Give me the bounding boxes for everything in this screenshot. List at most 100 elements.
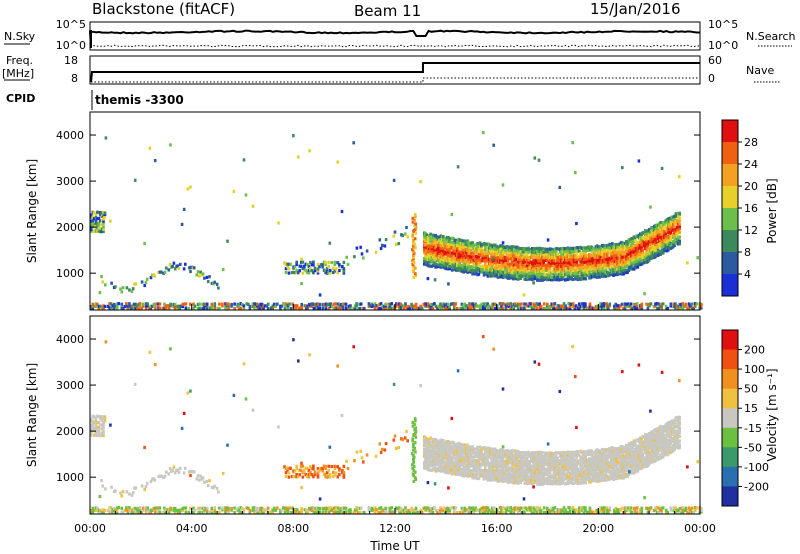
power-cell (184, 262, 187, 266)
power-cell (609, 266, 613, 270)
power-cell (196, 306, 200, 310)
velocity-cell (177, 470, 181, 474)
power-cell (263, 304, 267, 308)
velocity-cell (568, 510, 572, 514)
power-cell (420, 306, 424, 310)
velocity-cell (305, 508, 308, 512)
power-cell (519, 268, 523, 272)
velocity-cell (341, 511, 345, 515)
power-cell (176, 304, 180, 308)
power-cell (355, 304, 358, 308)
power-cell (271, 304, 275, 308)
velocity-cell (164, 508, 168, 512)
velocity-cell (552, 506, 555, 510)
power-cell (384, 238, 388, 242)
power-cell (700, 306, 703, 310)
power-cell (587, 306, 590, 311)
power-cell (542, 302, 546, 306)
velocity-cell (474, 508, 477, 512)
velocity-cell (93, 427, 96, 431)
power-cell (99, 211, 102, 215)
velocity-cell (96, 425, 99, 430)
power-cell (436, 243, 440, 247)
power-cell (295, 269, 298, 273)
power-cell (443, 304, 447, 308)
power-cell (439, 302, 442, 306)
power-cell (374, 250, 378, 254)
velocity-cell (332, 510, 336, 515)
power-cell (622, 263, 626, 267)
power-cell (555, 259, 558, 263)
velocity-cell (616, 508, 619, 512)
power-cell (205, 306, 209, 310)
power-cell (256, 306, 259, 310)
power-cell (568, 302, 572, 306)
power-cell (373, 302, 377, 306)
velocity-cell (126, 510, 130, 514)
power-cell (568, 306, 572, 310)
velocity-cell (576, 510, 580, 514)
power-cell (321, 262, 324, 266)
velocity-cell (429, 443, 432, 447)
power-cell (478, 306, 482, 310)
power-cell (470, 257, 473, 261)
velocity-cell (262, 508, 265, 512)
power-cell (201, 306, 204, 310)
power-cell (340, 302, 343, 307)
power-cell (557, 262, 561, 266)
velocity-cell (490, 447, 493, 451)
power-cell (333, 260, 337, 264)
velocity-cell (274, 508, 278, 512)
velocity-cell (254, 508, 258, 512)
power-cell (625, 302, 628, 307)
power-cell (630, 250, 633, 255)
velocity-cell (457, 468, 460, 472)
velocity-cell (445, 460, 449, 464)
power-cell (445, 305, 448, 309)
power-cell (280, 304, 284, 308)
power-cell (159, 270, 163, 274)
power-cell (533, 304, 537, 308)
velocity-cell (321, 510, 325, 514)
velocity-cell (599, 506, 602, 510)
velocity-cell (491, 466, 495, 470)
power-cell (541, 258, 544, 262)
velocity-cell (445, 509, 448, 513)
power-cell (677, 304, 680, 308)
power-cell (555, 267, 558, 271)
velocity-cell (501, 457, 505, 461)
power-cell (254, 302, 258, 306)
velocity-cell (449, 469, 453, 473)
velocity-cell (430, 444, 434, 448)
power-cell (178, 304, 182, 308)
power-cell (583, 268, 586, 273)
power-cell (663, 222, 666, 226)
power-cell (569, 268, 572, 272)
power-cell (448, 242, 451, 247)
velocity-cell (97, 429, 101, 434)
velocity-cell (625, 508, 628, 512)
power-cell (552, 277, 556, 281)
power-cell (532, 304, 535, 308)
velocity-cell (414, 506, 418, 510)
velocity-cell (180, 508, 183, 512)
power-cell (413, 237, 417, 241)
velocity-cell (225, 508, 229, 512)
power-cell (571, 302, 575, 306)
power-cell (578, 302, 581, 306)
power-cell (626, 304, 630, 308)
power-cell (172, 305, 175, 309)
power-cell (599, 263, 603, 267)
velocity-cell (491, 510, 494, 514)
power-cell (440, 306, 444, 310)
velocity-cell (463, 469, 467, 473)
power-cell (445, 302, 448, 306)
velocity-cell (443, 462, 446, 467)
velocity-cell (100, 511, 104, 515)
velocity-cell (442, 508, 445, 512)
velocity-cell (91, 414, 95, 418)
velocity-cell (338, 467, 341, 471)
velocity-cell (407, 510, 410, 514)
velocity-cell (506, 451, 510, 456)
velocity-cell (104, 487, 107, 491)
